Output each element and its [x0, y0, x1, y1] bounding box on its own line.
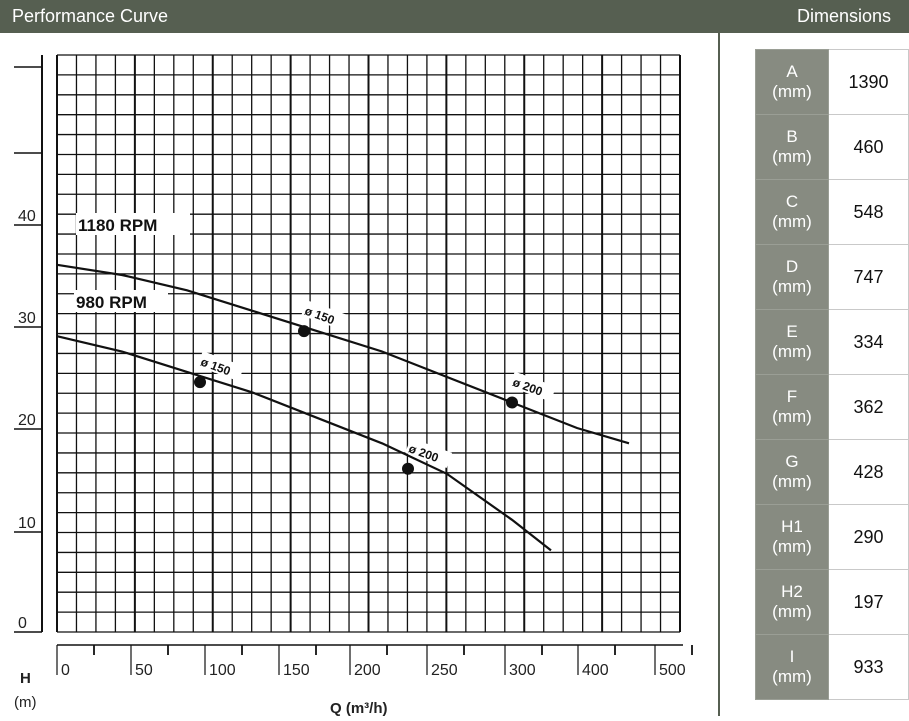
dimension-key-cell: G (mm) — [755, 439, 829, 505]
x-tick-label: 200 — [354, 662, 381, 679]
rpm-curve-label: 1180 RPM — [78, 216, 157, 235]
dimensions-header: Dimensions — [718, 0, 909, 33]
dimension-value: 747 — [828, 244, 909, 310]
y-axis-unit: (m) — [14, 694, 37, 711]
dimension-row: B (mm) 460 — [755, 114, 909, 180]
rpm-curve-label: 980 RPM — [76, 293, 147, 312]
dimension-key-cell: E (mm) — [755, 309, 829, 375]
x-axis-title: Q (m³/h) — [330, 700, 388, 716]
dimension-key-cell: F (mm) — [755, 374, 829, 440]
dimension-unit: (mm) — [772, 472, 812, 491]
y-tick-label: 0 — [18, 615, 27, 632]
dimension-row: C (mm) 548 — [755, 179, 909, 245]
dimension-value: 933 — [828, 634, 909, 700]
dimension-key: F — [786, 387, 798, 406]
dimension-key: A — [786, 62, 798, 81]
x-tick-label: 500 — [659, 662, 686, 679]
dimension-value: 1390 — [828, 49, 909, 115]
dimension-unit: (mm) — [772, 667, 812, 686]
dimension-value: 334 — [828, 309, 909, 375]
impeller-point-marker — [402, 462, 414, 475]
dimension-key: D — [785, 257, 799, 276]
curve-1180-rpm — [56, 263, 630, 445]
dimension-key-cell: H1 (mm) — [755, 504, 829, 570]
dimension-row: D (mm) 747 — [755, 244, 909, 310]
curve-980-rpm — [56, 335, 552, 552]
dimension-key-cell: D (mm) — [755, 244, 829, 310]
dimension-key-cell: A (mm) — [755, 49, 829, 115]
x-tick-label: 250 — [431, 662, 458, 679]
y-tick-label: 30 — [18, 310, 36, 327]
dimension-key-cell: B (mm) — [755, 114, 829, 180]
x-tick-label: 400 — [582, 662, 609, 679]
dimension-key-cell: I (mm) — [755, 634, 829, 700]
y-axis-title: H — [20, 670, 31, 687]
impeller-point-marker — [194, 376, 206, 389]
y-tick-label: 20 — [18, 412, 36, 429]
impeller-point-marker — [506, 396, 518, 409]
dimension-row: I (mm) 933 — [755, 634, 909, 700]
dimension-unit: (mm) — [772, 212, 812, 231]
dimension-unit: (mm) — [772, 407, 812, 426]
performance-curve-header: Performance Curve — [0, 0, 718, 33]
dimension-key: B — [786, 127, 798, 146]
x-tick-label: 300 — [509, 662, 536, 679]
dimension-key: I — [789, 647, 795, 666]
dimension-key: E — [786, 322, 798, 341]
performance-chart: 0 10 20 30 40 0 50 100 150 200 250 300 400 500 H (m) Q (… — [0, 33, 718, 717]
dimension-key-cell: H2 (mm) — [755, 569, 829, 635]
y-tick-label: 40 — [18, 208, 36, 225]
impeller-diameter-label: ø 150 — [303, 304, 337, 328]
dimension-row: F (mm) 362 — [755, 374, 909, 440]
dimension-row: E (mm) 334 — [755, 309, 909, 375]
dimensions-table: A (mm) 1390 B (mm) 460 C (mm) 548 D (mm) 747 E (mm) 33… — [755, 49, 909, 700]
dimension-row: G (mm) 428 — [755, 439, 909, 505]
x-tick-label: 0 — [61, 662, 70, 679]
x-tick-label: 50 — [135, 662, 153, 679]
x-tick-label: 150 — [283, 662, 310, 679]
dimension-row: A (mm) 1390 — [755, 49, 909, 115]
impeller-diameter-label: ø 200 — [407, 441, 441, 465]
impeller-point-marker — [298, 325, 310, 338]
dimension-value: 362 — [828, 374, 909, 440]
dimension-unit: (mm) — [772, 82, 812, 101]
dimension-value: 197 — [828, 569, 909, 635]
impeller-diameter-label: ø 200 — [511, 375, 545, 399]
dimension-key: C — [785, 192, 799, 211]
dimension-unit: (mm) — [772, 277, 812, 296]
dimension-value: 428 — [828, 439, 909, 505]
dimension-key: H1 — [781, 517, 803, 536]
section-divider — [718, 33, 720, 716]
dimension-value: 290 — [828, 504, 909, 570]
dimension-value: 548 — [828, 179, 909, 245]
x-tick-label: 100 — [209, 662, 236, 679]
dimension-unit: (mm) — [772, 602, 812, 621]
dimension-value: 460 — [828, 114, 909, 180]
impeller-diameter-label: ø 150 — [199, 355, 233, 379]
dimension-row: H2 (mm) 197 — [755, 569, 909, 635]
dimension-key-cell: C (mm) — [755, 179, 829, 245]
dimension-key: G — [785, 452, 799, 471]
dimension-key: H2 — [781, 582, 803, 601]
y-tick-label: 10 — [18, 515, 36, 532]
dimension-unit: (mm) — [772, 147, 812, 166]
dimension-row: H1 (mm) 290 — [755, 504, 909, 570]
dimension-unit: (mm) — [772, 342, 812, 361]
dimension-unit: (mm) — [772, 537, 812, 556]
